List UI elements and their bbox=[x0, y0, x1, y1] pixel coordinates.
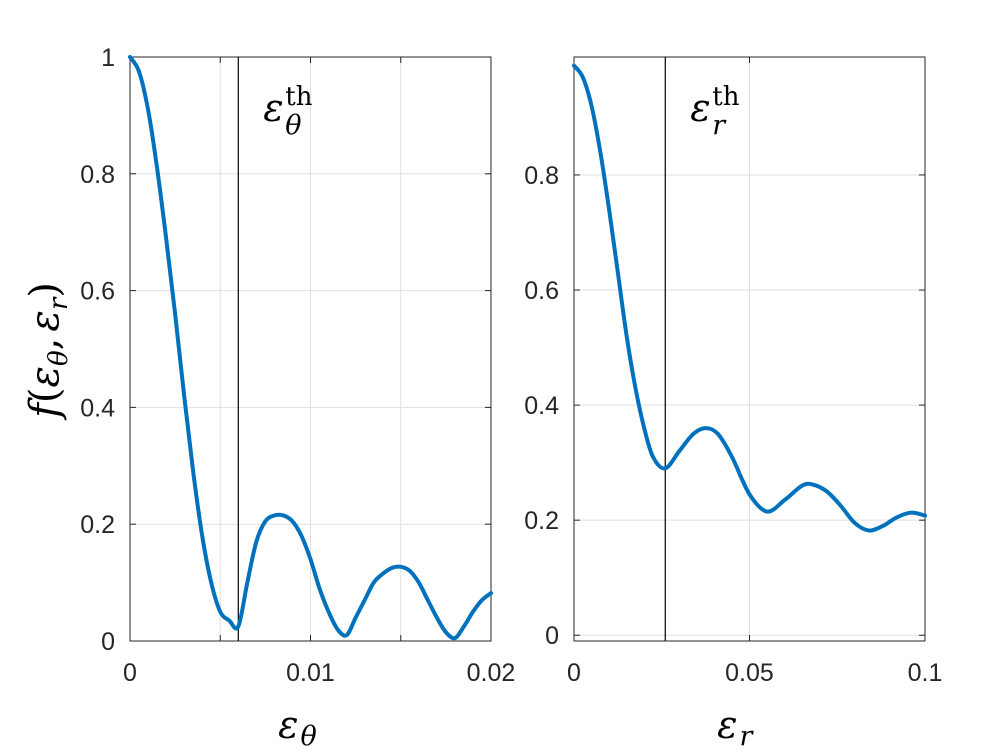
threshold-label: ε bbox=[263, 86, 283, 130]
x-tick-label: 0.01 bbox=[286, 659, 335, 687]
y-tick-label: 0.4 bbox=[80, 394, 115, 422]
y-tick-label: 0.6 bbox=[80, 278, 115, 306]
y-tick-label: 0.4 bbox=[524, 392, 559, 420]
threshold-label-symbol: ε bbox=[690, 86, 710, 130]
y-label-sub-r: r bbox=[44, 296, 74, 310]
y-label-comma: , bbox=[22, 338, 68, 351]
x-tick-label: 0 bbox=[567, 659, 581, 687]
x-tick-label: 0.1 bbox=[908, 659, 943, 687]
x-axis-label: ε bbox=[717, 703, 737, 747]
threshold-label-subscript: θ bbox=[285, 110, 301, 141]
y-axis-label: f(εθ,εr) bbox=[22, 282, 74, 421]
y-tick-label: 0 bbox=[545, 622, 559, 650]
y-tick-label: 0 bbox=[101, 628, 115, 656]
y-label-epsilon-2: ε bbox=[22, 310, 68, 331]
threshold-label: ε bbox=[690, 86, 710, 130]
y-tick-label: 0.6 bbox=[524, 277, 559, 305]
y-tick-label: 0.2 bbox=[80, 511, 115, 539]
threshold-label-symbol: ε bbox=[263, 86, 283, 130]
y-label-epsilon-1: ε bbox=[22, 366, 68, 387]
x-tick-label: 0.02 bbox=[467, 659, 516, 687]
threshold-label-superscript: th bbox=[285, 82, 312, 112]
y-label-close-paren: ) bbox=[22, 282, 68, 298]
threshold-label-superscript: th bbox=[712, 82, 739, 112]
y-tick-label: 0.8 bbox=[80, 161, 115, 189]
y-label-open-paren: ( bbox=[22, 387, 68, 403]
x-axis-label-subscript: r bbox=[740, 721, 755, 752]
y-label-sub-theta: θ bbox=[44, 350, 74, 366]
x-tick-label: 0.05 bbox=[725, 659, 774, 687]
series-line bbox=[128, 55, 493, 641]
series-line bbox=[572, 63, 927, 533]
y-tick-label: 1 bbox=[101, 44, 115, 72]
y-tick-label: 0.8 bbox=[524, 162, 559, 190]
x-tick-label: 0 bbox=[123, 659, 137, 687]
y-tick-label: 0.2 bbox=[524, 507, 559, 535]
x-axis-label-subscript: θ bbox=[301, 721, 317, 752]
x-axis-label: ε bbox=[278, 703, 298, 747]
threshold-label-subscript: r bbox=[712, 110, 727, 141]
